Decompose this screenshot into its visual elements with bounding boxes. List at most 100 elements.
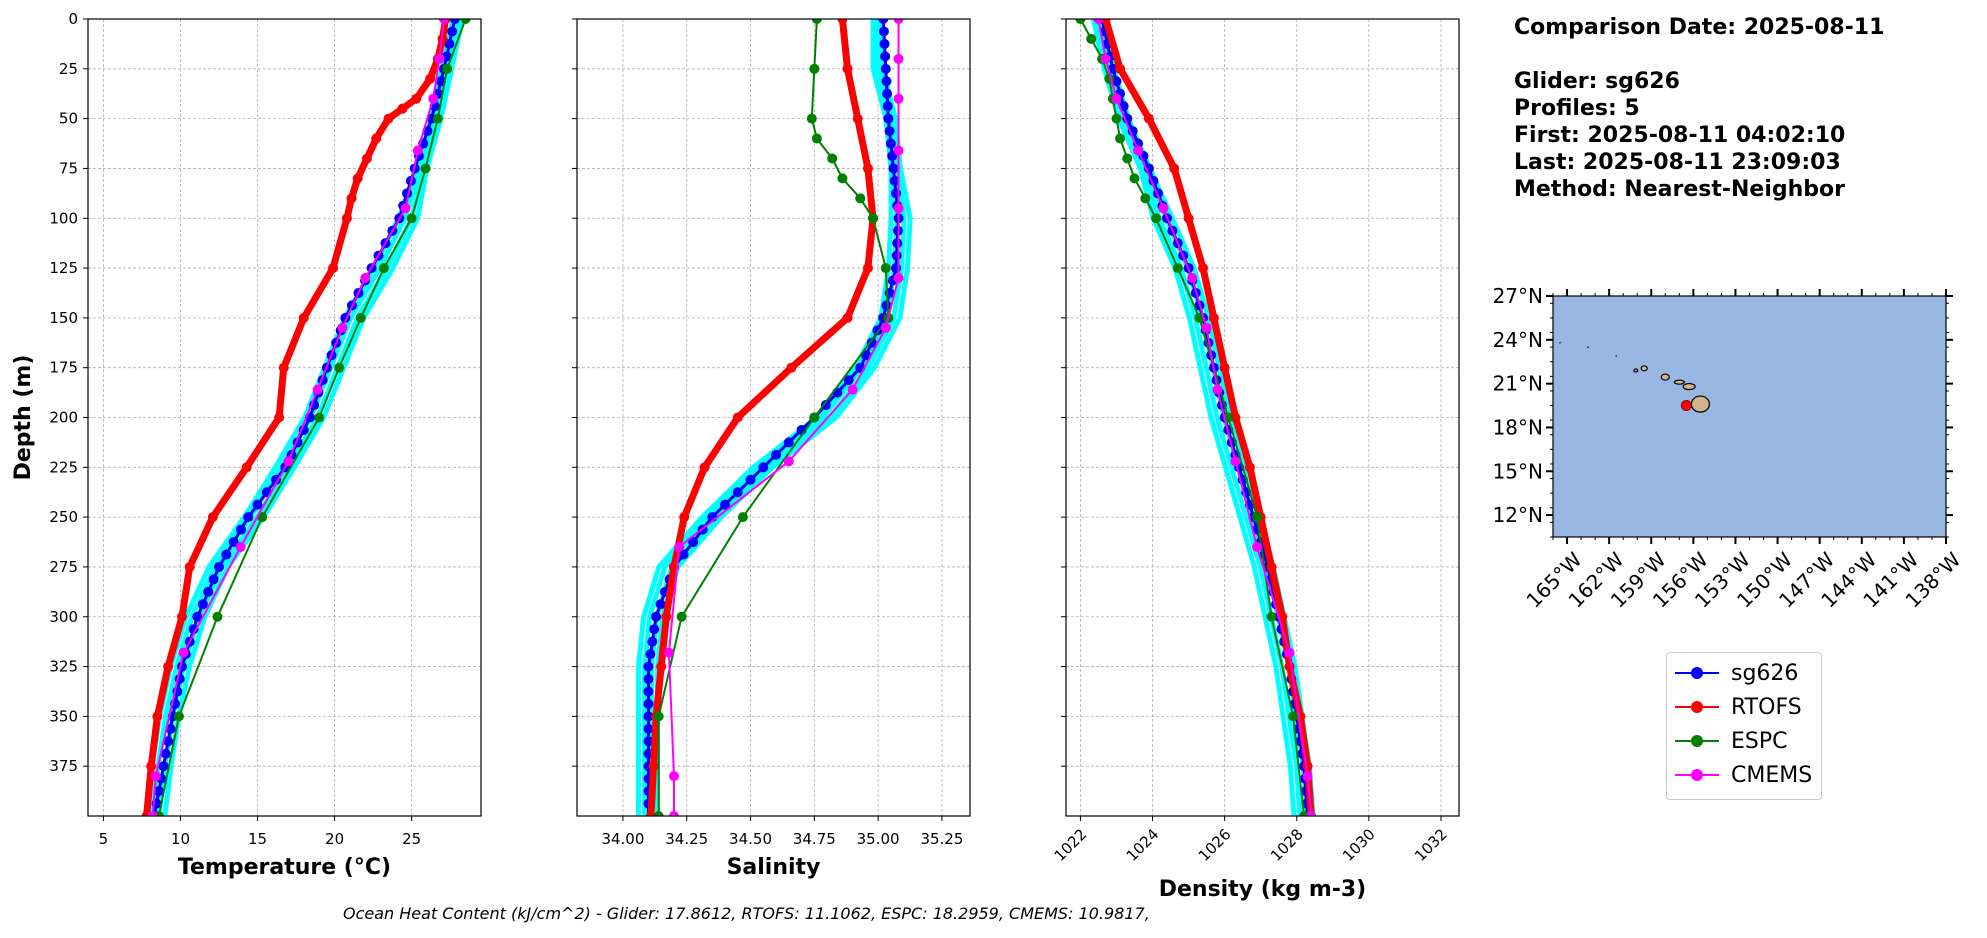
data-point-sg626	[678, 549, 689, 560]
data-point-cmems	[663, 647, 674, 658]
y-tick-label: 150	[49, 309, 78, 327]
data-point-cmems	[1306, 811, 1317, 816]
data-point-espc	[1172, 263, 1183, 274]
data-point-rtofs	[152, 711, 163, 722]
legend-line-rtofs	[1675, 701, 1719, 713]
panel-salinity: 34.00 34.25 34.50 34.75 35.00 35.25 Salinity	[572, 18, 971, 880]
data-point-rtofs	[361, 153, 372, 164]
data-point-sg626	[843, 375, 854, 386]
y-axis-label: Depth (m)	[11, 355, 36, 481]
data-point-rtofs	[862, 163, 873, 174]
island-dot	[1559, 341, 1561, 344]
x-tick-label: 1022	[1051, 825, 1091, 865]
data-point-espc	[868, 213, 879, 224]
map-ocean	[1553, 296, 1946, 537]
x-tick-label: 5	[99, 830, 109, 848]
inset-map: 27°N24°N21°N18°N15°N12°N165°W162°W159°W1…	[1493, 284, 1966, 612]
data-point-sg626	[891, 250, 902, 261]
data-point-espc	[432, 113, 443, 124]
island-dot	[1615, 355, 1617, 357]
data-point-espc	[460, 19, 471, 24]
plot-area	[636, 19, 913, 816]
data-point-cmems	[1284, 647, 1295, 658]
data-point-sg626	[643, 674, 654, 685]
data-point-rtofs	[177, 611, 188, 622]
x-tick-label: 34.75	[793, 830, 836, 848]
x-axis-label: Salinity	[727, 855, 821, 880]
data-point-sg626	[647, 636, 658, 647]
y-tick-label: 325	[49, 658, 78, 676]
data-point-espc	[1266, 611, 1277, 622]
data-point-cmems	[893, 145, 904, 156]
data-point-espc	[855, 193, 866, 204]
data-point-sg626	[878, 26, 889, 37]
data-point-sg626	[866, 337, 877, 348]
data-point-cmems	[893, 93, 904, 104]
y-tick-label: 0	[68, 10, 78, 28]
x-tick-label: 1032	[1411, 825, 1451, 865]
island-niihau	[1633, 368, 1639, 373]
data-point-cmems	[439, 19, 450, 24]
data-point-cmems	[150, 771, 161, 782]
data-point-sg626	[884, 126, 895, 137]
x-tick-label: 1024	[1123, 825, 1163, 865]
data-point-cmems	[428, 93, 439, 104]
data-point-sg626	[444, 38, 455, 49]
data-point-sg626	[880, 63, 891, 74]
data-point-rtofs	[425, 73, 436, 84]
legend-marker-cmems	[1691, 769, 1703, 781]
data-point-sg626	[783, 437, 794, 448]
data-point-rtofs	[837, 19, 848, 24]
legend-line-sg626	[1675, 667, 1719, 679]
data-point-rtofs	[646, 811, 657, 816]
data-point-espc	[406, 213, 417, 224]
data-point-espc	[1111, 113, 1122, 124]
legend-marker-sg626	[1691, 667, 1703, 679]
data-point-cmems	[1201, 322, 1212, 333]
data-point-rtofs	[397, 103, 408, 114]
y-tick-label: 25	[59, 60, 78, 78]
data-point-rtofs	[679, 512, 690, 523]
data-point-rtofs	[862, 263, 873, 274]
data-point-rtofs	[786, 362, 797, 373]
glider-location-marker	[1680, 400, 1692, 412]
data-point-rtofs	[732, 412, 743, 423]
data-point-rtofs	[207, 512, 218, 523]
glider-name: Glider: sg626	[1514, 69, 1680, 94]
data-point-sg626	[880, 51, 891, 62]
data-point-espc	[676, 611, 687, 622]
y-tick-label: 225	[49, 458, 78, 476]
y-tick-label: 300	[49, 608, 78, 626]
data-point-cmems	[337, 322, 348, 333]
data-point-rtofs	[661, 611, 672, 622]
x-tick-label: 1028	[1267, 825, 1307, 865]
data-point-sg626	[228, 537, 239, 548]
last-profile-time: Last: 2025-08-11 23:09:03	[1514, 150, 1841, 175]
legend-item-cmems: CMEMS	[1675, 761, 1812, 789]
y-tick-label: 175	[49, 359, 78, 377]
data-point-espc	[1288, 711, 1299, 722]
data-point-rtofs	[352, 173, 363, 184]
data-point-cmems	[1111, 93, 1122, 104]
x-tick-label: 35.00	[857, 830, 900, 848]
data-point-sg626	[720, 499, 731, 510]
x-tick-label: 20	[325, 830, 344, 848]
island-oahu	[1660, 373, 1670, 381]
data-point-espc	[653, 711, 664, 722]
y-tick-label: 375	[49, 757, 78, 775]
data-point-rtofs	[163, 661, 174, 672]
data-point-sg626	[160, 748, 171, 759]
map-lat-label: 24°N	[1493, 328, 1543, 352]
profile-count: Profiles: 5	[1514, 96, 1640, 121]
data-point-sg626	[820, 400, 831, 411]
y-tick-label: 100	[49, 209, 78, 227]
data-point-espc	[1140, 193, 1151, 204]
island-hawaii	[1690, 395, 1710, 413]
data-point-espc	[1086, 33, 1097, 44]
x-tick-label: 35.25	[920, 830, 963, 848]
data-point-sg626	[643, 686, 654, 697]
data-point-espc	[827, 153, 838, 164]
legend-item-rtofs: RTOFS	[1675, 693, 1802, 721]
data-point-cmems	[1212, 384, 1223, 395]
data-point-sg626	[197, 599, 208, 610]
